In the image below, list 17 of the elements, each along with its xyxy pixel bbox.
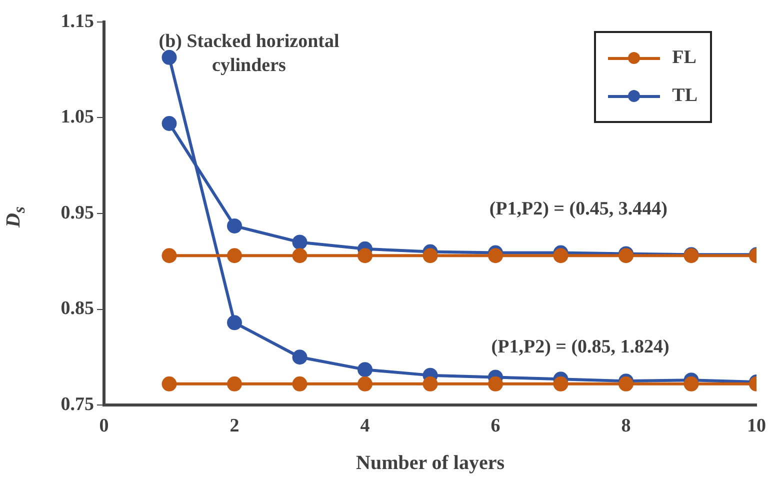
annotation: (P1,P2) = (0.45, 3.444) (489, 198, 668, 220)
y-tick-label: 1.05 (60, 106, 94, 128)
text: (b) Stacked horizontal cylinders (158, 30, 340, 78)
legend-label: FL (672, 47, 696, 69)
y-tick-label: 1.15 (60, 10, 94, 32)
y-tick-label: 0.85 (60, 298, 94, 320)
x-tick-label: 6 (490, 415, 500, 436)
legend-label: TL (672, 85, 698, 107)
x-tick-label: 2 (230, 415, 240, 436)
x-tick-label: 10 (747, 415, 766, 436)
x-tick-label: 4 (360, 415, 370, 436)
x-tick-label: 8 (621, 415, 631, 436)
y-tick-label: 0.75 (60, 394, 94, 415)
x-axis-title: Number of layers (356, 452, 505, 474)
x-tick-label: 0 (99, 415, 109, 436)
annotation: (P1,P2) = (0.85, 1.824) (491, 336, 670, 358)
y-tick-label: 0.95 (60, 202, 94, 224)
